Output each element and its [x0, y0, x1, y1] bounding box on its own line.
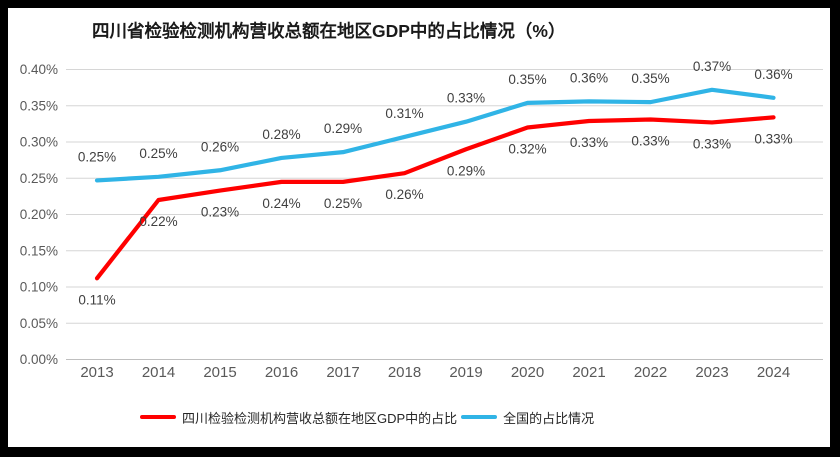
data-label: 0.25% [139, 146, 177, 161]
sichuan-series-label: 四川检验检测机构营收总额在地区GDP中的占比 [182, 410, 458, 426]
data-label: 0.33% [693, 136, 731, 151]
y-tick-label: 0.15% [20, 243, 58, 258]
data-label: 0.26% [385, 187, 423, 202]
sichuan-line [94, 115, 776, 281]
x-tick-label: 2022 [634, 364, 667, 381]
data-label: 0.35% [508, 72, 546, 87]
y-tick-label: 0.40% [20, 62, 58, 77]
national-series-label: 全国的占比情况 [503, 410, 595, 426]
y-tick-label: 0.05% [20, 316, 58, 331]
x-tick-label: 2014 [142, 364, 175, 381]
data-label: 0.24% [262, 196, 300, 211]
data-label: 0.28% [262, 127, 300, 142]
x-tick-label: 2015 [203, 364, 236, 381]
data-label: 0.23% [201, 205, 239, 220]
y-tick-label: 0.30% [20, 135, 58, 150]
data-label: 0.35% [631, 71, 669, 86]
data-label: 0.36% [570, 70, 608, 85]
data-label: 0.29% [447, 163, 485, 178]
data-label: 0.11% [78, 292, 115, 307]
data-label: 0.25% [78, 149, 116, 164]
chart-legend: 四川检验检测机构营收总额在地区GDP中的占比 全国的占比情况 [140, 407, 598, 427]
data-label: 0.32% [508, 142, 546, 157]
x-tick-label: 2019 [449, 364, 482, 381]
data-label: 0.36% [754, 67, 792, 82]
x-tick-label: 2013 [80, 364, 113, 381]
x-tick-label: 2016 [265, 364, 298, 381]
sichuan-series-swatch [140, 414, 176, 420]
x-tick-label: 2020 [511, 364, 544, 381]
data-label: 0.26% [201, 139, 239, 154]
data-label: 0.33% [754, 131, 792, 146]
y-tick-label: 0.00% [20, 352, 58, 367]
national-series-swatch [461, 414, 498, 420]
data-label: 0.29% [324, 121, 362, 136]
y-tick-label: 0.35% [20, 98, 58, 113]
line-chart: 0.00% 0.05% 0.10% 0.15% 0.20% 0.25% 0.30% 0.35%… [20, 59, 823, 381]
y-tick-label: 0.20% [20, 207, 58, 222]
data-label: 0.31% [385, 106, 423, 121]
data-label: 0.33% [447, 91, 485, 106]
chart-canvas: 四川省检验检测机构营收总额在地区GDP中的占比情况（%） 0.00% 0.05% 0… [8, 8, 830, 447]
x-tick-label: 2023 [695, 364, 728, 381]
data-label: 0.33% [570, 135, 608, 150]
x-tick-label: 2018 [388, 364, 421, 381]
chart-title: 四川省检验检测机构营收总额在地区GDP中的占比情况（%） [92, 21, 566, 41]
data-label: 0.33% [631, 134, 669, 149]
data-label: 0.22% [139, 214, 177, 229]
x-tick-label: 2017 [326, 364, 359, 381]
x-tick-label: 2021 [572, 364, 605, 381]
y-tick-label: 0.10% [20, 280, 58, 295]
national-line [94, 87, 776, 183]
x-tick-label: 2024 [757, 364, 790, 381]
data-label: 0.25% [324, 196, 362, 211]
data-label: 0.37% [693, 59, 731, 74]
y-tick-label: 0.25% [20, 171, 58, 186]
